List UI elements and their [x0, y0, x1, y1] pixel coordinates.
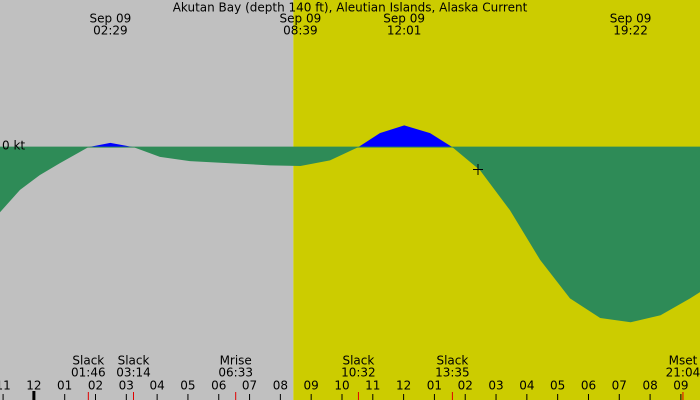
x-tick-label: 12	[396, 379, 411, 393]
x-tick-label: 11	[0, 379, 11, 393]
x-tick-label: 01	[57, 379, 72, 393]
x-tick-label: 01	[427, 379, 442, 393]
event-time: 06:33	[218, 366, 253, 380]
x-tick-label: 06	[211, 379, 226, 393]
event-name: Slack	[342, 354, 374, 368]
x-tick-label: 02	[458, 379, 473, 393]
event-time: 12:01	[387, 24, 422, 38]
event-name: Slack	[436, 354, 468, 368]
event-time: 13:35	[435, 366, 470, 380]
x-tick-label: 06	[581, 379, 596, 393]
x-tick-label: 09	[673, 379, 688, 393]
x-tick-label: 11	[365, 379, 380, 393]
event-time: 08:39	[283, 24, 318, 38]
x-tick-label: 05	[550, 379, 565, 393]
x-tick-label: 04	[519, 379, 534, 393]
x-tick-label: 07	[612, 379, 627, 393]
x-tick-label: 10	[334, 379, 349, 393]
event-name: Mrise	[220, 354, 252, 368]
x-tick-label: 02	[88, 379, 103, 393]
event-time: 02:29	[93, 24, 128, 38]
event-date: Sep 09	[90, 12, 132, 26]
event-time: 21:04	[666, 366, 700, 380]
event-time: 10:32	[341, 366, 376, 380]
event-date: Sep 09	[280, 12, 322, 26]
x-tick-label: 12	[26, 379, 41, 393]
night-background	[0, 0, 294, 400]
event-name: Slack	[72, 354, 104, 368]
x-tick-label: 08	[273, 379, 288, 393]
y-tick-label: 0 kt	[2, 139, 25, 153]
x-tick-label: 03	[488, 379, 503, 393]
event-name: Mset	[669, 354, 698, 368]
event-time: 01:46	[71, 366, 106, 380]
x-tick-label: 05	[180, 379, 195, 393]
event-time: 03:14	[116, 366, 151, 380]
x-tick-label: 04	[149, 379, 164, 393]
chart-title: Akutan Bay (depth 140 ft), Aleutian Isla…	[173, 1, 528, 15]
current-area	[0, 125, 700, 323]
event-name: Slack	[118, 354, 150, 368]
x-tick-label: 09	[304, 379, 319, 393]
x-tick-label: 08	[642, 379, 657, 393]
cursor	[473, 164, 483, 175]
event-date: Sep 09	[383, 12, 425, 26]
x-tick-label: 03	[119, 379, 134, 393]
x-tick-label: 07	[242, 379, 257, 393]
event-date: Sep 09	[610, 12, 652, 26]
event-time: 19:22	[613, 24, 648, 38]
